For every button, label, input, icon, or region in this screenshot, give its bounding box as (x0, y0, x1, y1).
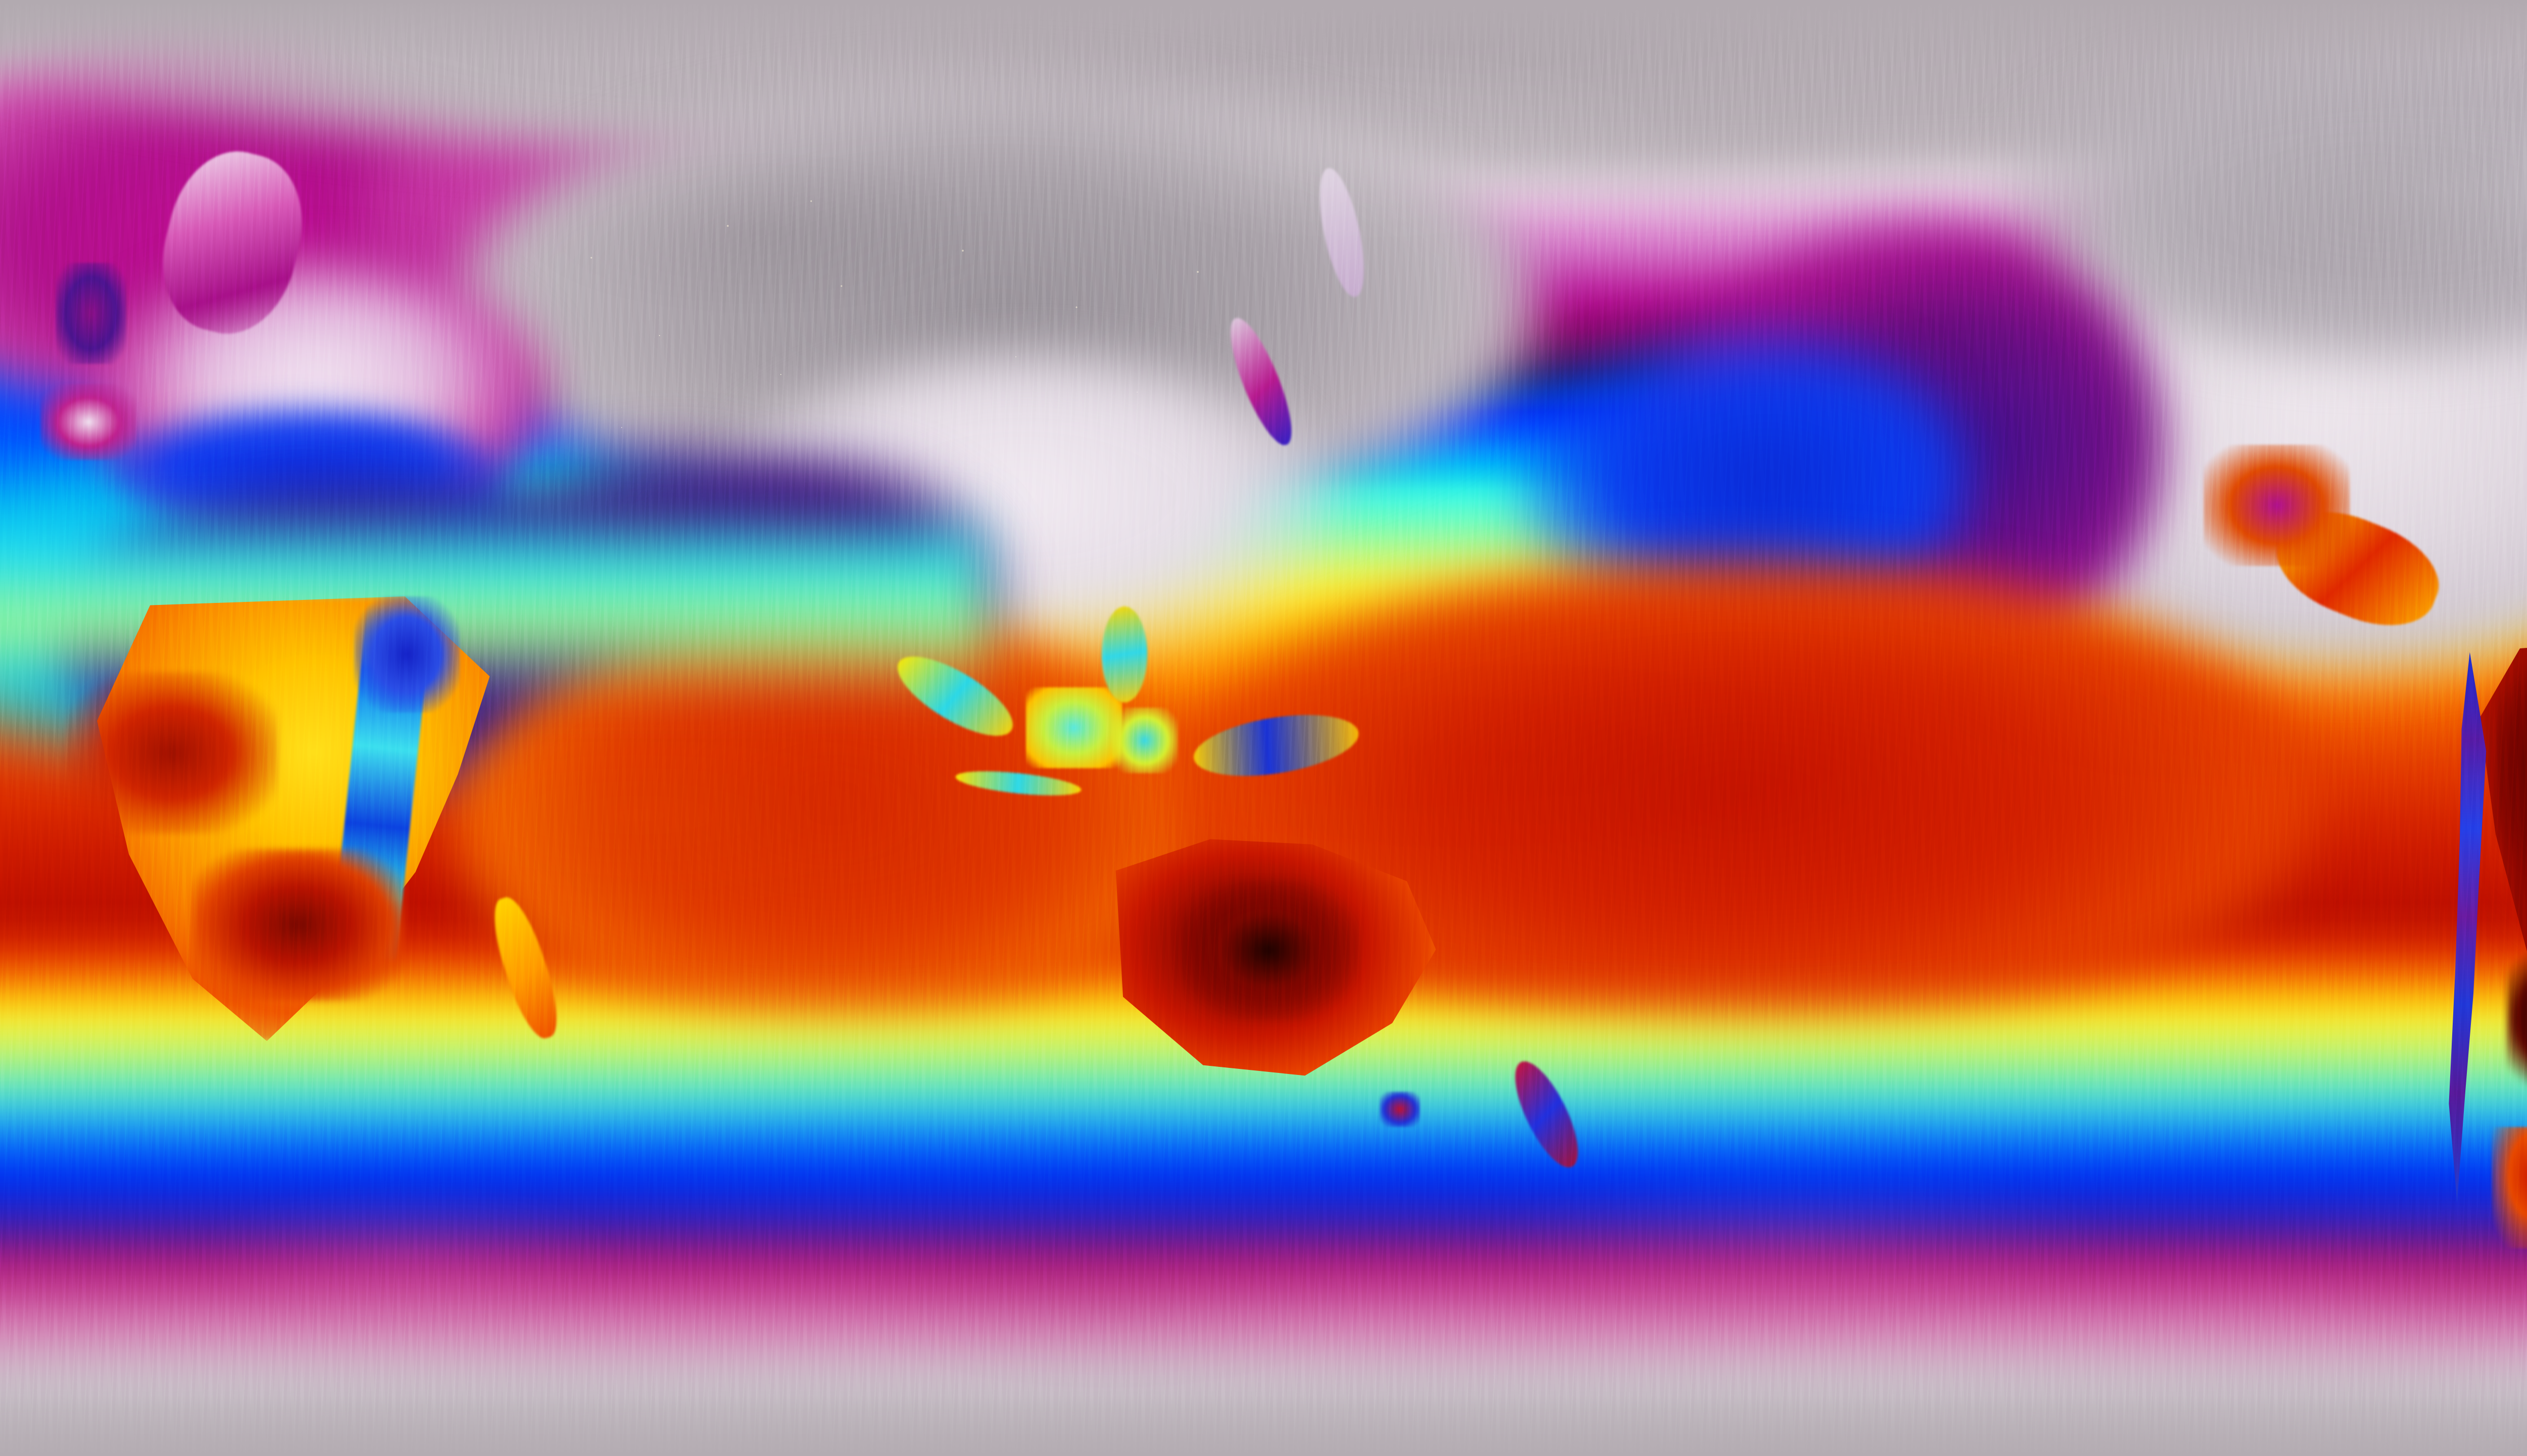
landmass-iberia (40, 384, 136, 460)
feature-australia-interior-hot (1178, 879, 1360, 1021)
feature-mexico-highlands (2204, 445, 2350, 566)
feature-ethiopian-highlands (354, 596, 460, 713)
feature-west-africa-hot (66, 672, 278, 834)
landmass-sulawesi (1112, 708, 1178, 773)
landmass-philippines (1102, 606, 1147, 702)
landmass-tasmania (1380, 1092, 1420, 1127)
landmass-british-isles (56, 263, 126, 364)
north-pole-edge-fade (0, 0, 2527, 61)
feature-patagonia (2492, 1127, 2527, 1248)
landmass-borneo (1026, 687, 1122, 768)
feature-amazon-basin-hottest (2497, 657, 2527, 879)
feature-southern-africa-hot (192, 849, 404, 1001)
south-pole-edge-fade (0, 1395, 2527, 1456)
feature-gran-chaco-hottest (2507, 950, 2527, 1087)
